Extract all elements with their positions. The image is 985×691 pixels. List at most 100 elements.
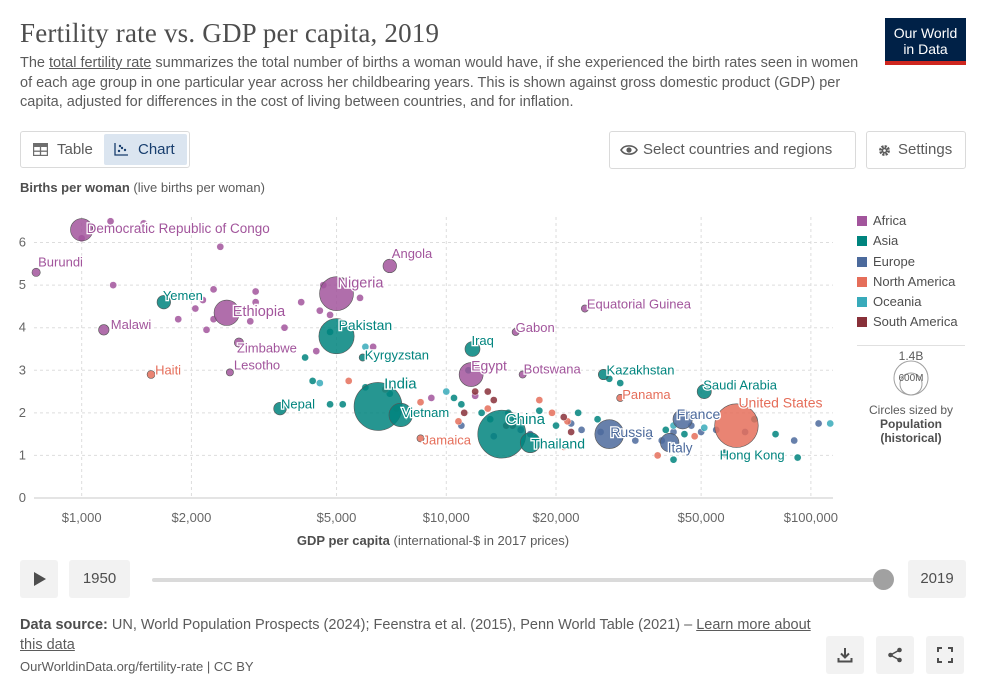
fullscreen-button[interactable]	[926, 636, 964, 674]
country-point	[280, 323, 289, 332]
country-point	[720, 449, 729, 458]
country-label: Equatorial Guinea	[587, 297, 692, 312]
download-button[interactable]	[826, 636, 864, 674]
country-point	[672, 409, 693, 430]
country-label: Burundi	[38, 254, 83, 269]
country-point	[388, 402, 413, 428]
play-button[interactable]	[20, 560, 58, 598]
country-point	[139, 219, 148, 228]
country-point	[489, 396, 498, 404]
country-label: Ethiopia	[233, 304, 286, 320]
country-point	[559, 443, 568, 451]
country-point	[326, 311, 334, 319]
legend-item-south-america[interactable]: South America	[857, 313, 958, 333]
country-point	[567, 428, 575, 436]
country-point	[771, 430, 780, 438]
country-label: Italy	[668, 441, 693, 456]
country-point	[714, 403, 759, 448]
country-point	[234, 337, 244, 348]
size-legend-circles: 1.4B 600M	[893, 349, 929, 396]
country-point	[471, 387, 479, 396]
country-point	[454, 417, 463, 426]
country-label: Lesotho	[234, 357, 280, 372]
country-point	[315, 379, 324, 387]
timeline-end-year[interactable]: 2019	[908, 560, 966, 598]
legend: Africa Asia Europe North America Oceania…	[857, 212, 958, 334]
country-label: Gabon	[516, 320, 555, 335]
timeline-track[interactable]	[152, 578, 883, 582]
legend-item-north-america[interactable]: North America	[857, 273, 958, 293]
chart-title: Fertility rate vs. GDP per capita, 2019	[20, 18, 440, 48]
country-point	[457, 400, 466, 409]
total-fertility-rate-link[interactable]: total fertility rate	[49, 55, 152, 71]
country-point	[552, 421, 560, 430]
country-label: Iraq	[471, 333, 493, 348]
country-point	[174, 315, 183, 324]
timeline-handle[interactable]	[873, 569, 894, 590]
legend-item-africa[interactable]: Africa	[857, 212, 958, 232]
x-axis-title: GDP per capita (international-$ in 2017 …	[296, 533, 570, 548]
gear-icon	[879, 145, 890, 156]
country-point	[403, 379, 411, 387]
country-label: Yemen	[163, 288, 203, 303]
country-point	[680, 430, 689, 438]
country-label: Jamaica	[423, 432, 472, 447]
country-label: France	[677, 406, 721, 422]
chart-subtitle: The total fertility rate summarizes the …	[20, 55, 859, 110]
country-point	[31, 267, 41, 277]
country-point	[98, 324, 110, 336]
y-tick-label: 4	[19, 320, 26, 335]
owid-logo[interactable]: Our World in Data	[885, 18, 966, 65]
country-point	[559, 413, 568, 421]
legend-item-europe[interactable]: Europe	[857, 253, 958, 273]
country-point	[616, 394, 625, 402]
country-label: Pakistan	[339, 317, 393, 333]
legend-item-asia[interactable]: Asia	[857, 232, 958, 252]
country-label: Haiti	[155, 363, 181, 378]
legend-item-oceania[interactable]: Oceania	[857, 293, 958, 313]
download-icon	[837, 648, 853, 663]
country-point	[338, 400, 347, 409]
select-countries-button[interactable]: Select countries and regions	[609, 131, 856, 169]
country-point	[631, 436, 640, 445]
country-label: Hong Kong	[720, 447, 785, 462]
country-point	[382, 258, 397, 274]
country-label: Botswana	[524, 362, 582, 377]
x-tick-label: $100,000	[784, 510, 838, 525]
country-point	[106, 217, 115, 226]
x-tick-label: $1,000	[62, 510, 102, 525]
country-point	[593, 415, 602, 424]
tab-chart[interactable]: Chart	[104, 134, 187, 165]
y-tick-label: 6	[19, 235, 26, 250]
eye-icon	[620, 145, 638, 155]
country-label: India	[384, 375, 417, 392]
country-point	[793, 453, 802, 462]
scatter-plot[interactable]: 0 1 2 3 4 5 6 $1,000 $2,000 $5,000 $10,000 $20,000 $…	[0, 195, 850, 525]
country-point	[653, 451, 662, 460]
country-label: Kazakhstan	[607, 363, 675, 378]
share-button[interactable]	[876, 636, 914, 674]
country-point	[483, 387, 492, 396]
country-point	[511, 328, 520, 336]
learn-more-link[interactable]: Learn more about this data	[20, 617, 811, 653]
country-point	[251, 298, 260, 307]
legend-swatch	[857, 236, 867, 247]
country-point	[518, 370, 527, 379]
table-icon	[33, 143, 48, 156]
country-label: Egypt	[471, 358, 507, 374]
country-point	[661, 426, 670, 434]
country-point	[209, 285, 218, 294]
country-point	[273, 401, 287, 416]
legend-swatch	[857, 297, 867, 308]
settings-button[interactable]: Settings	[866, 131, 966, 169]
country-point	[580, 304, 589, 313]
country-label: Democratic Republic of Congo	[87, 221, 270, 236]
country-point	[483, 404, 492, 413]
country-label: Angola	[392, 246, 433, 261]
tab-table[interactable]: Table	[23, 134, 103, 165]
size-legend-max: 1.4B	[899, 350, 924, 363]
timeline-start-year[interactable]: 1950	[69, 560, 130, 598]
country-point	[645, 432, 653, 441]
x-tick-label: $20,000	[533, 510, 580, 525]
country-point	[535, 396, 544, 404]
